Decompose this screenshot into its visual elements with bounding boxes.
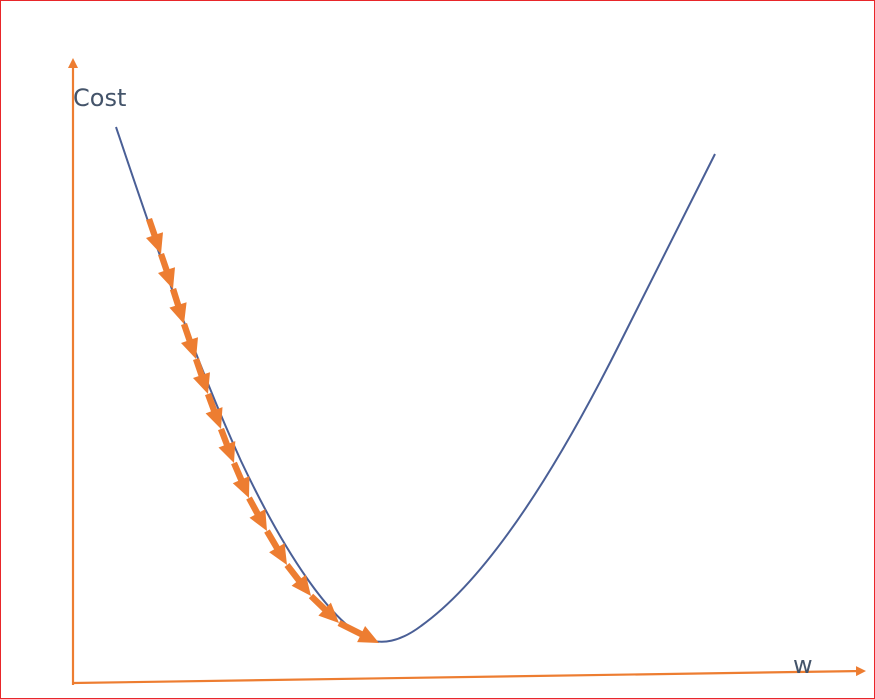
gradient-step-arrow (158, 253, 175, 289)
gradient-step-arrow (308, 593, 339, 623)
x-axis (72, 666, 866, 685)
x-axis-label: w (793, 651, 813, 679)
gradient-step-arrow (181, 323, 198, 359)
gradient-step-arrow (146, 218, 163, 254)
gradient-step-arrow (284, 563, 311, 596)
gradient-step-arrow (193, 358, 210, 394)
gradient-step-arrow (218, 427, 236, 463)
gradient-step-arrow (337, 620, 379, 643)
gradient-step-arrow (246, 496, 267, 531)
gradient-step-arrow (264, 529, 287, 565)
gradient-step-arrow (231, 461, 250, 498)
gradient-steps (146, 218, 379, 643)
gradient-step-arrow (205, 392, 223, 429)
y-axis-label: Cost (73, 84, 126, 112)
gradient-step-arrow (169, 288, 187, 324)
